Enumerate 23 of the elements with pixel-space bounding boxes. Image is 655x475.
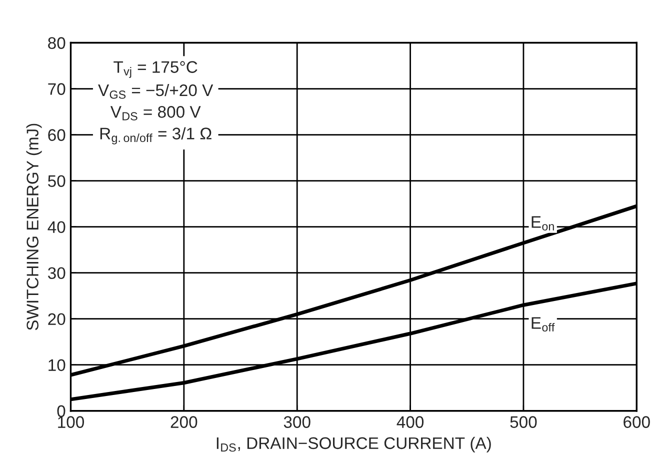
y-tick-label: 30 <box>48 267 66 280</box>
x-tick-label: 500 <box>510 416 537 428</box>
y-tick-label: 50 <box>48 175 66 187</box>
x-tick-label: 400 <box>396 416 424 428</box>
y-tick-label: 40 <box>48 221 66 234</box>
y-tick-label: 0 <box>57 405 66 418</box>
annotation: R$_{g.on/off}$ = 3/1 Ω <box>100 127 212 144</box>
annotation: V$_{DS}$ = 800 V <box>110 106 201 120</box>
y-tick-label: 20 <box>48 313 66 326</box>
x-tick-label: 200 <box>170 416 198 428</box>
x-axis-title: I$_{DS}$, DRAIN−SOURCE CURRENT (A) <box>216 436 491 452</box>
x-tick-label: 300 <box>284 416 310 428</box>
annotation: V$_{GS}$ = −5/+20 V <box>98 84 214 99</box>
y-tick-label: 10 <box>48 359 66 372</box>
y-tick-label: 60 <box>48 129 66 141</box>
x-tick-label: 600 <box>624 416 650 428</box>
series-label: E$_{on}$ <box>532 216 554 231</box>
y-tick-label: 80 <box>48 37 66 49</box>
y-tick-label: 70 <box>48 83 66 95</box>
y-axis-title: SWITCHING ENERGY (mJ) <box>26 124 42 330</box>
annotation: T$_{vj}$ = 175°C <box>114 61 198 78</box>
x-tick-label: 100 <box>58 416 84 428</box>
series-label: E$_{off}$ <box>532 317 555 332</box>
